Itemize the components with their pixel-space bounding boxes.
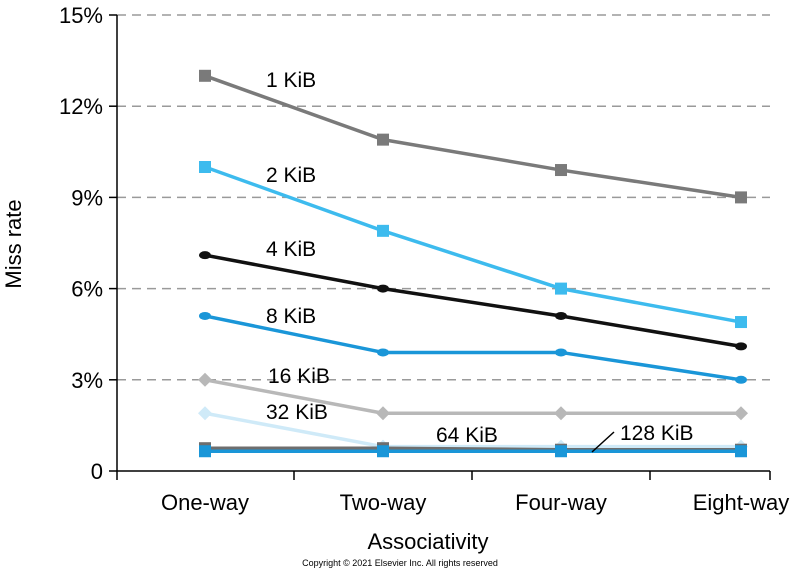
series-label: 8 KiB bbox=[266, 305, 316, 328]
data-point bbox=[198, 406, 212, 421]
data-point bbox=[735, 375, 747, 384]
data-point bbox=[198, 372, 212, 387]
data-point bbox=[376, 406, 390, 421]
series-128-kib bbox=[199, 445, 747, 458]
x-axis-ticks: One-way Two-way Four-way Eight-way bbox=[116, 471, 790, 515]
series-line bbox=[204, 74, 742, 200]
data-point bbox=[555, 164, 567, 177]
data-point bbox=[199, 311, 211, 320]
y-tick-label: 0 bbox=[91, 459, 103, 484]
y-axis-ticks: 0 3% 6% 9% 12% 15% bbox=[59, 3, 117, 484]
x-axis-title: Associativity bbox=[367, 529, 488, 554]
copyright-notice: Copyright © 2021 Elsevier Inc. All right… bbox=[302, 558, 498, 568]
series-label: 2 KiB bbox=[266, 164, 316, 187]
x-tick-label: Two-way bbox=[340, 490, 427, 515]
series-label: 128 KiB bbox=[620, 422, 694, 445]
series-label: 1 KiB bbox=[266, 69, 316, 92]
series-line bbox=[204, 253, 742, 349]
x-tick-label: One-way bbox=[161, 490, 249, 515]
y-tick-label: 15% bbox=[59, 3, 103, 28]
data-point bbox=[734, 406, 748, 421]
data-point bbox=[735, 342, 747, 351]
data-point bbox=[555, 282, 567, 295]
y-axis-title: Miss rate bbox=[1, 199, 26, 288]
series-16-kib bbox=[198, 372, 748, 421]
data-point bbox=[199, 69, 211, 82]
data-point bbox=[554, 406, 568, 421]
series-labels: 1 KiB 2 KiB 4 KiB 8 KiB 16 KiB 32 KiB 64 KiB 12… bbox=[266, 69, 694, 453]
data-point bbox=[735, 445, 747, 458]
series-1-kib bbox=[199, 69, 747, 204]
data-point bbox=[377, 133, 389, 146]
series-2-kib bbox=[199, 161, 747, 329]
data-point bbox=[555, 445, 567, 458]
series-line bbox=[204, 165, 742, 324]
series-label: 16 KiB bbox=[268, 365, 330, 388]
series-line bbox=[204, 411, 741, 449]
series-label: 32 KiB bbox=[266, 401, 328, 424]
gridlines bbox=[117, 14, 770, 381]
series-lines bbox=[198, 69, 748, 458]
y-tick-label: 6% bbox=[71, 277, 103, 302]
data-point bbox=[199, 161, 211, 173]
data-point bbox=[377, 348, 389, 357]
data-point bbox=[199, 251, 211, 260]
data-point bbox=[377, 224, 389, 237]
y-tick-label: 9% bbox=[71, 185, 103, 210]
data-point bbox=[735, 191, 747, 204]
data-point bbox=[199, 445, 211, 458]
data-point bbox=[555, 348, 567, 357]
series-label: 64 KiB bbox=[436, 424, 498, 447]
data-point bbox=[555, 311, 567, 320]
series-line bbox=[204, 378, 741, 415]
data-point bbox=[377, 284, 389, 293]
x-tick-label: Four-way bbox=[515, 490, 607, 515]
series-4-kib bbox=[199, 251, 747, 351]
y-tick-label: 12% bbox=[59, 94, 103, 119]
data-point bbox=[377, 445, 389, 458]
data-point bbox=[735, 316, 747, 329]
series-line bbox=[204, 314, 742, 382]
series-8-kib bbox=[199, 311, 747, 384]
series-label: 4 KiB bbox=[266, 238, 316, 261]
x-tick-label: Eight-way bbox=[693, 490, 790, 515]
label-leader-line bbox=[591, 431, 615, 453]
y-tick-label: 3% bbox=[71, 368, 103, 393]
axes bbox=[116, 15, 770, 472]
miss-rate-chart: 0 3% 6% 9% 12% 15% One-way Two-way Four-way Eigh… bbox=[1, 3, 790, 554]
